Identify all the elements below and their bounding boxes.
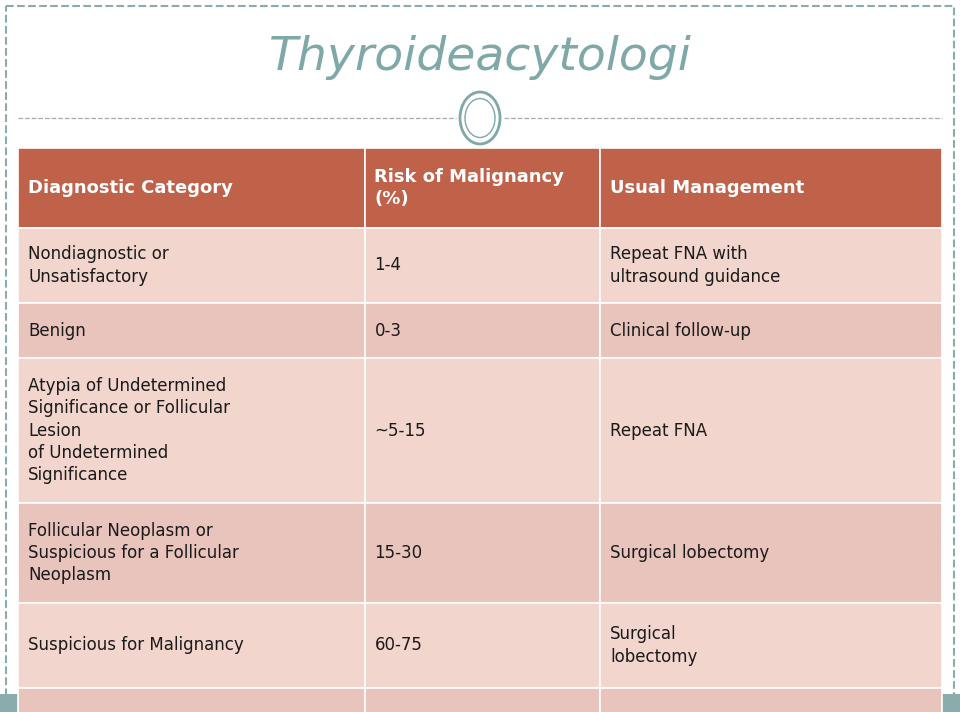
FancyBboxPatch shape	[600, 228, 942, 303]
FancyBboxPatch shape	[365, 358, 600, 503]
Text: Suspicious for Malignancy: Suspicious for Malignancy	[28, 637, 244, 654]
FancyBboxPatch shape	[600, 358, 942, 503]
Text: Risk of Malignancy
(%): Risk of Malignancy (%)	[374, 168, 564, 208]
FancyBboxPatch shape	[0, 694, 960, 712]
FancyBboxPatch shape	[600, 603, 942, 688]
FancyBboxPatch shape	[365, 148, 600, 228]
Text: Diagnostic Category: Diagnostic Category	[28, 179, 233, 197]
FancyBboxPatch shape	[600, 688, 942, 712]
Text: Nondiagnostic or
Unsatisfactory: Nondiagnostic or Unsatisfactory	[28, 246, 169, 286]
FancyBboxPatch shape	[18, 148, 365, 228]
Text: Repeat FNA with
ultrasound guidance: Repeat FNA with ultrasound guidance	[611, 246, 780, 286]
FancyBboxPatch shape	[365, 303, 600, 358]
Text: Repeat FNA: Repeat FNA	[611, 422, 708, 439]
FancyBboxPatch shape	[18, 228, 365, 303]
FancyBboxPatch shape	[600, 303, 942, 358]
Text: 15-30: 15-30	[374, 544, 422, 562]
FancyBboxPatch shape	[365, 688, 600, 712]
Text: 60-75: 60-75	[374, 637, 422, 654]
FancyBboxPatch shape	[18, 603, 365, 688]
FancyBboxPatch shape	[365, 228, 600, 303]
FancyBboxPatch shape	[600, 503, 942, 603]
Text: Atypia of Undetermined
Significance or Follicular
Lesion
of Undetermined
Signifi: Atypia of Undetermined Significance or F…	[28, 377, 230, 484]
FancyBboxPatch shape	[18, 688, 365, 712]
FancyBboxPatch shape	[365, 603, 600, 688]
Text: Benign: Benign	[28, 322, 85, 340]
Text: Follicular Neoplasm or
Suspicious for a Follicular
Neoplasm: Follicular Neoplasm or Suspicious for a …	[28, 522, 239, 585]
Text: 1-4: 1-4	[374, 256, 401, 275]
FancyBboxPatch shape	[18, 358, 365, 503]
FancyBboxPatch shape	[365, 503, 600, 603]
Text: Thyroideacytologi: Thyroideacytologi	[269, 36, 691, 80]
Text: Clinical follow-up: Clinical follow-up	[611, 322, 751, 340]
FancyBboxPatch shape	[18, 303, 365, 358]
Text: 0-3: 0-3	[374, 322, 401, 340]
Text: Surgical lobectomy: Surgical lobectomy	[611, 544, 769, 562]
FancyBboxPatch shape	[18, 503, 365, 603]
Text: ~5-15: ~5-15	[374, 422, 426, 439]
FancyBboxPatch shape	[600, 148, 942, 228]
Text: Usual Management: Usual Management	[611, 179, 804, 197]
Text: Surgical
lobectomy: Surgical lobectomy	[611, 625, 698, 666]
